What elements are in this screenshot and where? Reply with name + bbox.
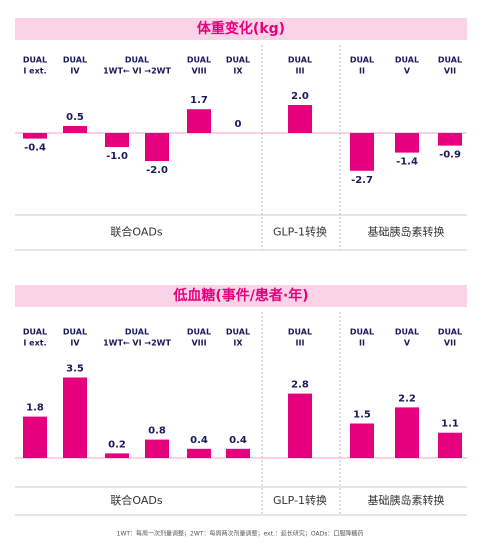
column-label: II bbox=[359, 67, 365, 76]
column-label: DUAL bbox=[288, 328, 312, 337]
column-label: DUAL bbox=[125, 56, 149, 65]
bar bbox=[226, 448, 250, 458]
bar bbox=[63, 377, 87, 458]
bar bbox=[145, 133, 169, 161]
column-label: DUAL bbox=[23, 56, 47, 65]
bar bbox=[288, 105, 312, 133]
group-label: 联合OADs bbox=[110, 225, 162, 239]
group-label: 基础胰岛素转换 bbox=[368, 493, 445, 507]
bar bbox=[105, 453, 129, 458]
bar bbox=[187, 448, 211, 458]
value-label: 3.5 bbox=[66, 364, 84, 375]
chart-title: 低血糖(事件/患者·年) bbox=[172, 287, 308, 304]
bar bbox=[438, 432, 462, 458]
value-label: 0.5 bbox=[66, 112, 84, 123]
column-label: 1WT← VI →2WT bbox=[103, 67, 171, 76]
column-label: DUAL bbox=[395, 328, 419, 337]
value-label: 2.2 bbox=[398, 393, 416, 404]
title-band bbox=[15, 285, 467, 307]
column-label: V bbox=[404, 339, 411, 348]
value-label: 0.2 bbox=[108, 439, 126, 450]
bar bbox=[395, 407, 419, 458]
column-label: 1WT← VI →2WT bbox=[103, 339, 171, 348]
bar bbox=[145, 439, 169, 458]
column-label: DUAL bbox=[23, 328, 47, 337]
group-label: 基础胰岛素转换 bbox=[368, 225, 445, 239]
bar bbox=[63, 126, 87, 133]
column-label: IX bbox=[233, 339, 243, 348]
column-label: DUAL bbox=[226, 328, 250, 337]
column-label: IV bbox=[70, 339, 80, 348]
column-label: DUAL bbox=[187, 328, 211, 337]
bar bbox=[105, 133, 129, 147]
column-label: DUAL bbox=[63, 328, 87, 337]
value-label: -2.7 bbox=[351, 175, 373, 186]
column-label: V bbox=[404, 67, 411, 76]
value-label: -1.4 bbox=[396, 157, 418, 168]
column-label: DUAL bbox=[125, 328, 149, 337]
bar bbox=[288, 393, 312, 458]
column-label: IX bbox=[233, 67, 243, 76]
value-label: -1.0 bbox=[106, 151, 128, 162]
column-label: VII bbox=[444, 339, 456, 348]
column-label: IV bbox=[70, 67, 80, 76]
column-label: DUAL bbox=[63, 56, 87, 65]
bar bbox=[350, 423, 374, 458]
column-label: I ext. bbox=[23, 339, 46, 348]
bar bbox=[395, 133, 419, 153]
column-label: DUAL bbox=[288, 56, 312, 65]
column-label: DUAL bbox=[438, 56, 462, 65]
group-label: GLP-1转换 bbox=[273, 225, 327, 239]
group-label: 联合OADs bbox=[110, 493, 162, 507]
group-label: GLP-1转换 bbox=[273, 493, 327, 507]
column-label: DUAL bbox=[350, 328, 374, 337]
column-label: VIII bbox=[191, 67, 206, 76]
value-label: 0.4 bbox=[229, 435, 247, 446]
column-label: DUAL bbox=[187, 56, 211, 65]
bar bbox=[350, 133, 374, 171]
title-band bbox=[15, 18, 467, 40]
column-label: VIII bbox=[191, 339, 206, 348]
bar bbox=[23, 133, 47, 139]
bar bbox=[187, 109, 211, 133]
column-label: III bbox=[296, 339, 305, 348]
value-label: 0.4 bbox=[190, 435, 208, 446]
chart-title: 体重变化(kg) bbox=[197, 20, 285, 37]
column-label: DUAL bbox=[226, 56, 250, 65]
value-label: 2.8 bbox=[291, 380, 309, 391]
column-label: DUAL bbox=[395, 56, 419, 65]
footnote: 1WT：每周一次剂量调整；2WT：每周两次剂量调整；ext.：延长研究；OADs… bbox=[117, 530, 364, 538]
column-label: DUAL bbox=[438, 328, 462, 337]
column-label: II bbox=[359, 339, 365, 348]
column-label: I ext. bbox=[23, 67, 46, 76]
column-label: III bbox=[296, 67, 305, 76]
value-label: 1.5 bbox=[353, 410, 371, 421]
bar bbox=[438, 133, 462, 146]
value-label: 1.7 bbox=[190, 95, 208, 106]
column-label: DUAL bbox=[350, 56, 374, 65]
value-label: 2.0 bbox=[291, 91, 309, 102]
value-label: -0.4 bbox=[24, 143, 46, 154]
value-label: 0.8 bbox=[148, 426, 166, 437]
bar bbox=[23, 416, 47, 458]
value-label: 1.8 bbox=[26, 403, 44, 414]
value-label: -2.0 bbox=[146, 165, 168, 176]
value-label: -0.9 bbox=[439, 150, 461, 161]
value-label: 1.1 bbox=[441, 419, 459, 430]
value-label: 0 bbox=[235, 119, 242, 130]
column-label: VII bbox=[444, 67, 456, 76]
